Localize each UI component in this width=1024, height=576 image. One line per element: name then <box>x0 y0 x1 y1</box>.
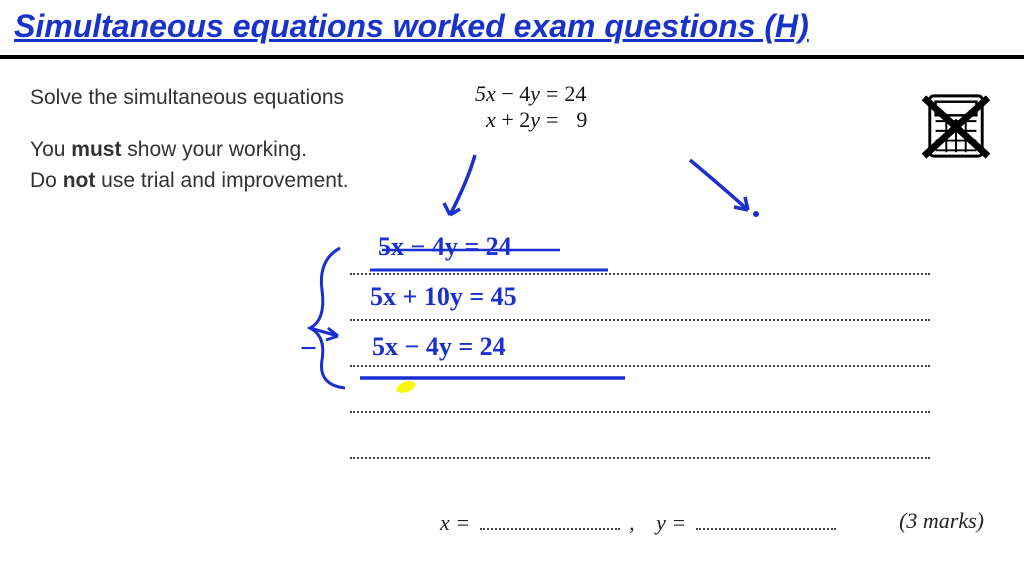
printed-equations: 5x − 4y = 24 x + 2y = 9 <box>440 81 587 133</box>
y-label: y = <box>640 510 686 535</box>
content-area: Solve the simultaneous equations You mus… <box>0 59 1024 220</box>
instruction-line-3: Do not use trial and improvement. <box>30 166 994 196</box>
marks-label: (3 marks) <box>899 508 984 534</box>
dotted-line <box>350 457 930 459</box>
dotted-line <box>350 411 930 413</box>
comma: , <box>629 510 635 535</box>
answer-row: x = , y = <box>440 510 840 536</box>
no-calculator-icon <box>922 92 990 160</box>
instruction-line-2: You must show your working. <box>30 135 994 165</box>
dotted-line <box>350 273 930 275</box>
dotted-line <box>350 365 930 367</box>
handwritten-eq-2: 5x + 10y = 45 <box>370 282 517 312</box>
dotted-line <box>350 319 930 321</box>
x-label: x = <box>440 510 470 535</box>
title-bar: Simultaneous equations worked exam quest… <box>0 0 1024 59</box>
handwritten-minus: − <box>300 332 317 366</box>
x-answer-blank <box>480 524 620 530</box>
handwritten-eq-3: 5x − 4y = 24 <box>372 332 506 362</box>
page-title: Simultaneous equations worked exam quest… <box>14 8 809 44</box>
equation-2: x + 2y = 9 <box>440 107 587 133</box>
handwritten-eq-1: 5x − 4y = 24 <box>378 232 512 262</box>
y-answer-blank <box>696 524 836 530</box>
equation-1: 5x − 4y = 24 <box>440 81 587 107</box>
